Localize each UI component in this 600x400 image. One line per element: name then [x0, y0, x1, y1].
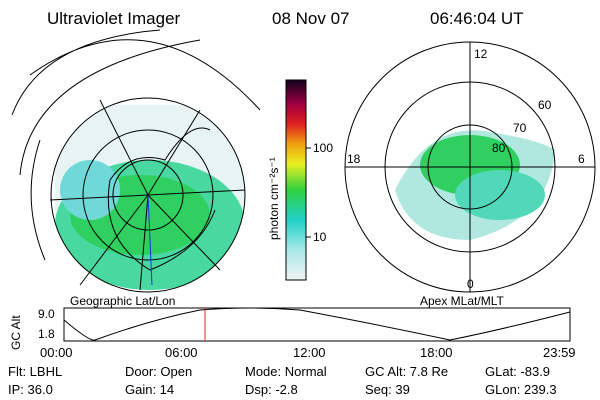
colorbar-tick: 10: [313, 230, 327, 244]
colorbar-label: photon cm⁻²s⁻¹: [267, 157, 281, 240]
lat-label: 80: [492, 141, 506, 155]
x-tick-label: 23:59: [543, 345, 576, 360]
info-field: Dsp: -2.8: [245, 382, 298, 397]
caption: Geographic Lat/Lon: [70, 294, 175, 308]
info-field: IP: 36.0: [8, 382, 53, 397]
mlt-label: 6: [578, 152, 585, 166]
geographic-map: [11, 29, 261, 293]
x-tick-label: 18:00: [420, 345, 453, 360]
info-field: Door: Open: [125, 364, 192, 379]
date: 08 Nov 07: [272, 9, 350, 28]
info-panel: Flt: LBHL Door: Open Mode: Normal GC Alt: 7…: [8, 364, 557, 397]
magnetic-map: 12 18 6 0 60 70 80: [344, 41, 596, 293]
y-tick-label: 1.8: [38, 327, 55, 341]
mlt-label: 12: [474, 47, 488, 61]
title: Ultraviolet Imager: [47, 9, 181, 28]
info-field: GC Alt: 7.8 Re: [365, 364, 448, 379]
colorbar-tick: 100: [313, 141, 333, 155]
x-tick-label: 00:00: [40, 345, 73, 360]
x-tick-label: 12:00: [293, 345, 326, 360]
info-field: Flt: LBHL: [8, 364, 62, 379]
time-ticks: 00:00 06:00 12:00 18:00 23:59: [40, 345, 576, 360]
strip-label: GC Alt: [9, 315, 23, 350]
info-field: Seq: 39: [365, 382, 410, 397]
time: 06:46:04 UT: [430, 9, 524, 28]
lat-label: 70: [513, 121, 527, 135]
mlt-label: 18: [347, 152, 361, 166]
altitude-strip: GC Alt 9.0 1.8: [9, 307, 571, 350]
info-field: Mode: Normal: [245, 364, 327, 379]
x-tick-label: 06:00: [165, 345, 198, 360]
info-field: GLon: 239.3: [485, 382, 557, 397]
caption: Apex MLat/MLT: [420, 294, 504, 308]
y-tick-label: 9.0: [38, 307, 55, 321]
mlt-label: 0: [467, 277, 474, 291]
colorbar: 100 10 photon cm⁻²s⁻¹: [267, 79, 333, 281]
info-field: GLat: -83.9: [485, 364, 550, 379]
lat-label: 60: [538, 98, 552, 112]
info-field: Gain: 14: [125, 382, 174, 397]
